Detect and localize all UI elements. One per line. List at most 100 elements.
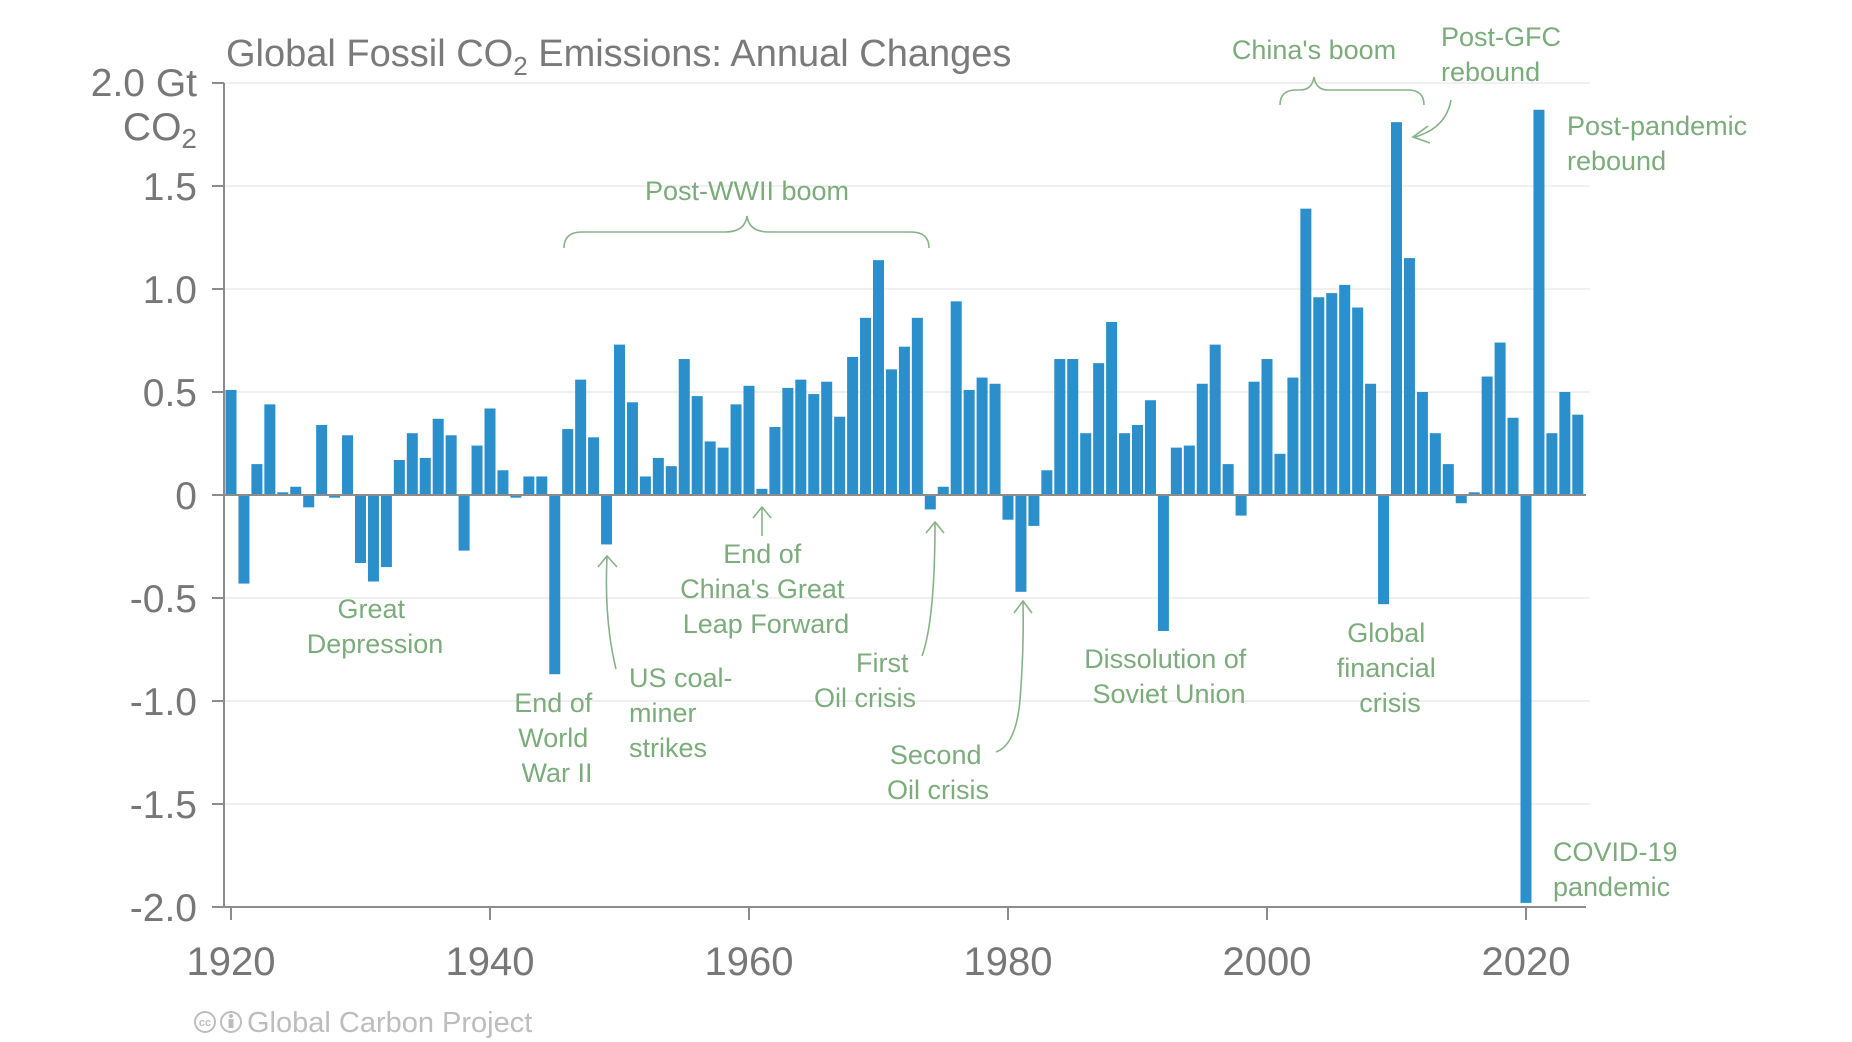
annotation-labels: Post-WWII boom China's boom Post-GFC reb… [307,22,1747,902]
x-tick-label: 1920 [187,940,276,984]
bar-series [225,109,1584,903]
annotation-global-financial-crisis: Global financial crisis [1337,618,1444,718]
bar-2012 [1416,392,1428,495]
bar-1939 [471,445,483,495]
post-gfc-arrow [1414,99,1452,138]
x-tick-label: 2000 [1223,940,1312,984]
bar-1993 [1170,447,1182,495]
bar-1955 [678,359,690,495]
bar-1934 [406,433,418,495]
bar-1985 [1067,359,1079,495]
bar-1968 [847,356,859,495]
bar-1922 [251,464,263,495]
bar-1923 [264,404,276,495]
y-tick-label: -1.0 [130,681,197,724]
bar-1965 [808,394,820,495]
second-oil-crisis-arrow [995,601,1024,753]
us-coal-miner-arrowhead [597,554,618,568]
bar-1950 [614,344,625,495]
bar-1978 [976,377,988,495]
annotation-first-oil-crisis: First Oil crisis [814,648,916,713]
bar-2003 [1300,208,1312,495]
bar-1979 [989,383,1001,495]
bar-1942 [510,495,522,498]
bar-2011 [1403,258,1415,495]
bar-1926 [303,495,315,508]
gridlines [224,82,1590,805]
bar-1982 [1028,495,1040,526]
bar-1937 [445,435,457,495]
bar-1925 [290,486,302,495]
bar-1996 [1209,344,1221,495]
bar-2014 [1442,464,1454,495]
y-axis-ticks: 1.5 1.0 0.5 0 -0.5 -1.0 -1.5 -2.0 [130,82,224,930]
annotation-us-coal-miner-strikes: US coal- miner strikes [629,663,740,763]
cc-icon: cc [194,1011,216,1033]
bar-1998 [1235,495,1247,516]
bar-1995 [1196,383,1208,495]
bar-1943 [523,476,535,495]
bar-2015 [1455,495,1467,504]
bar-2018 [1494,342,1506,495]
y-tick-label: 1.0 [143,269,197,312]
x-tick-label: 2020 [1482,940,1571,984]
bar-1969 [860,317,872,495]
bar-1930 [355,495,366,563]
chart-title: Global Fossil CO2 Emissions: Annual Chan… [226,33,1011,81]
axes [223,83,1586,908]
x-tick-label: 1940 [446,940,535,984]
bar-1961 [756,488,768,495]
bar-1966 [821,381,833,495]
bar-1960 [743,385,755,495]
bar-1994 [1183,445,1195,495]
bar-2002 [1287,377,1299,495]
bar-1953 [652,457,664,495]
bar-1981 [1015,495,1027,592]
us-coal-miner-arrow [605,556,617,670]
bar-1959 [730,404,742,495]
bar-1932 [380,495,392,568]
bar-1992 [1157,495,1169,631]
bar-2013 [1429,433,1441,495]
bar-1986 [1080,433,1092,495]
bar-1952 [639,476,651,495]
bar-2009 [1378,495,1390,605]
bar-1940 [484,408,496,495]
x-tick-label: 1960 [705,940,794,984]
bar-1971 [885,369,897,495]
bar-1963 [782,387,794,495]
svg-text:cc: cc [199,1017,211,1029]
bar-1977 [963,389,975,495]
bar-2022 [1546,433,1558,495]
post-wwii-brace [563,215,930,249]
bar-2023 [1559,392,1571,495]
bar-1941 [497,470,509,495]
bar-1989 [1119,433,1131,495]
bar-2024 [1572,414,1584,495]
bar-1944 [536,476,548,495]
bar-1954 [665,466,677,495]
chinas-boom-brace [1279,76,1425,106]
bar-1967 [834,416,846,495]
bar-1990 [1132,424,1143,495]
bar-2007 [1352,307,1364,495]
bar-2010 [1391,122,1402,495]
bar-1958 [717,447,729,495]
first-oil-crisis-arrow [921,521,936,657]
bar-1927 [316,424,328,495]
annotation-post-gfc-rebound: Post-GFC rebound [1441,22,1569,87]
footer: cc Global Carbon Project [194,1007,532,1039]
y-tick-label: 0 [175,475,197,518]
y-tick-label: -1.5 [130,784,197,827]
bar-1928 [329,495,341,498]
bar-1976 [950,301,962,495]
bar-1983 [1041,470,1053,495]
footer-credit: Global Carbon Project [247,1007,532,1039]
annotation-second-oil-crisis: Second Oil crisis [887,740,989,805]
bar-1991 [1144,400,1156,495]
bar-1948 [588,437,600,495]
annotation-great-depression: Great Depression [307,594,444,659]
bar-1962 [769,427,781,495]
bar-1974 [924,495,936,510]
